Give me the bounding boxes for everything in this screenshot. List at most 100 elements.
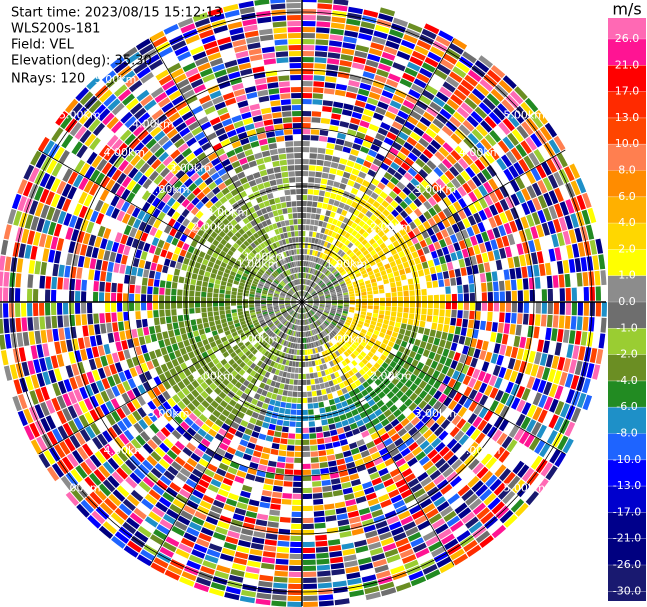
range-gate xyxy=(571,391,581,406)
range-gate xyxy=(595,348,604,365)
range-gate xyxy=(214,283,220,289)
range-gate xyxy=(328,46,342,53)
range-gate xyxy=(468,377,477,388)
range-gate xyxy=(258,346,265,353)
range-gate xyxy=(302,397,308,404)
range-gate xyxy=(309,336,313,343)
range-gate xyxy=(431,518,446,530)
range-gate xyxy=(271,412,279,419)
range-gate xyxy=(391,331,399,338)
range-gate xyxy=(158,339,165,348)
range-gate xyxy=(327,58,340,65)
range-gate xyxy=(393,499,406,509)
range-gate xyxy=(355,347,362,354)
range-gate xyxy=(215,526,228,535)
range-gate xyxy=(443,450,454,462)
range-gate xyxy=(595,302,602,317)
range-gate xyxy=(287,595,302,602)
range-gate xyxy=(2,287,9,302)
range-gate xyxy=(88,324,95,336)
range-gate xyxy=(322,314,328,318)
range-gate xyxy=(204,327,211,334)
range-gate xyxy=(413,319,420,327)
range-gate xyxy=(302,373,306,379)
range-gate xyxy=(89,258,97,270)
range-gate xyxy=(368,123,379,132)
range-gate xyxy=(247,42,261,50)
range-gate xyxy=(308,415,315,421)
range-gate xyxy=(365,461,375,469)
range-gate xyxy=(225,302,231,306)
range-gate xyxy=(406,356,414,365)
range-gate xyxy=(200,527,214,537)
range-gate xyxy=(553,416,565,432)
range-gate xyxy=(204,271,211,278)
range-gate xyxy=(380,587,397,597)
range-gate xyxy=(314,57,327,64)
range-gate xyxy=(198,413,208,423)
range-gate xyxy=(268,515,280,522)
range-gate xyxy=(310,309,316,314)
range-gate xyxy=(171,309,177,316)
range-gate xyxy=(509,370,518,383)
range-gate xyxy=(308,237,312,243)
range-gate xyxy=(309,373,314,379)
range-gate xyxy=(330,22,345,30)
range-gate xyxy=(408,337,416,345)
range-gate xyxy=(279,215,285,221)
range-gate xyxy=(299,313,301,319)
range-gate xyxy=(425,508,439,519)
range-gate xyxy=(318,196,324,203)
range-gate xyxy=(292,111,302,117)
range-gate xyxy=(302,51,315,57)
range-gate xyxy=(463,398,473,409)
range-gate xyxy=(172,275,179,283)
range-gate xyxy=(329,168,337,175)
range-gate xyxy=(370,431,380,440)
range-gate xyxy=(291,336,295,343)
range-gate xyxy=(483,410,494,422)
range-gate xyxy=(447,454,459,466)
range-gate xyxy=(275,468,285,475)
range-gate xyxy=(500,392,510,405)
range-gate xyxy=(169,482,182,493)
range-gate xyxy=(285,321,289,327)
range-gate xyxy=(325,387,332,394)
range-gate xyxy=(251,431,260,438)
range-gate xyxy=(280,165,288,172)
range-gate xyxy=(306,331,310,337)
range-gate xyxy=(249,304,255,308)
range-gate xyxy=(364,319,371,324)
range-gate xyxy=(338,65,351,73)
range-gate xyxy=(146,472,159,484)
range-gate xyxy=(202,281,208,287)
range-gate xyxy=(278,81,290,88)
range-gate xyxy=(293,331,296,337)
range-gate xyxy=(407,365,416,373)
range-gate xyxy=(107,261,114,272)
range-gate xyxy=(479,350,487,361)
range-gate xyxy=(326,64,339,71)
range-gate xyxy=(186,457,198,468)
range-gate xyxy=(328,198,335,205)
range-gate xyxy=(308,231,313,237)
range-gate xyxy=(466,328,473,338)
range-gate xyxy=(21,317,28,332)
range-gate xyxy=(333,586,348,594)
range-gate xyxy=(400,515,414,526)
range-gate xyxy=(280,401,286,408)
range-gate xyxy=(400,340,408,348)
range-gate xyxy=(330,404,337,411)
range-gate xyxy=(255,598,271,606)
range-gate xyxy=(317,147,326,154)
range-gate xyxy=(333,0,349,6)
range-gate xyxy=(494,402,505,415)
range-gate xyxy=(589,302,596,317)
range-gate xyxy=(334,144,343,152)
range-gate xyxy=(372,395,381,403)
range-gate xyxy=(258,433,267,441)
range-gate xyxy=(251,185,259,193)
range-gate xyxy=(159,302,165,310)
range-gate xyxy=(165,309,171,317)
range-gate xyxy=(328,367,334,374)
